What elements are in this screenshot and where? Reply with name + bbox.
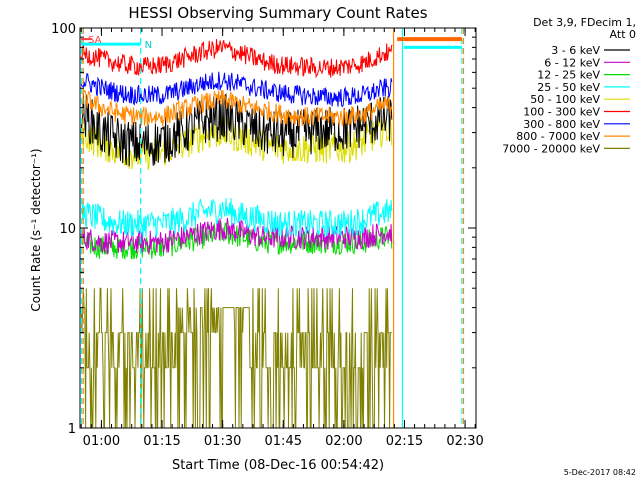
legend-label-3: 12 - 25 keV [537, 69, 600, 82]
series-line-3 [80, 221, 393, 260]
legend-label-9: 7000 - 20000 keV [502, 142, 600, 155]
series-line-6 [80, 39, 393, 79]
series-line-1 [80, 92, 393, 167]
legend-label-2: 6 - 12 keV [544, 56, 600, 69]
legend-label-6: 100 - 300 keV [523, 106, 600, 119]
series-line-9 [80, 287, 392, 428]
annotation-2: SA [88, 35, 102, 46]
series-line-4 [80, 197, 393, 238]
y-axis-label: Count Rate (s⁻¹ detector⁻¹) [29, 148, 43, 311]
x-tick-label-4: 01:45 [265, 434, 302, 449]
legend-label-4: 25 - 50 keV [537, 81, 600, 94]
y-tick-label-1: 1 [68, 422, 76, 437]
y-tick-label-2: 10 [59, 222, 76, 237]
chart-title: HESSI Observing Summary Count Rates [128, 4, 427, 22]
legend-label-8: 800 - 7000 keV [516, 130, 600, 143]
series-line-8 [80, 89, 393, 128]
legend-header-2: Att 0 [610, 28, 636, 41]
x-tick-label-3: 01:30 [204, 434, 241, 449]
x-tick-label-5: 02:00 [325, 434, 362, 449]
x-tick-label-2: 01:15 [143, 434, 180, 449]
legend-label-5: 50 - 100 keV [530, 93, 600, 106]
x-tick-label-6: 02:15 [386, 434, 423, 449]
legend-label-7: 300 - 800 keV [523, 118, 600, 131]
timestamp: 5-Dec-2017 08:42 [564, 468, 636, 477]
series-line-7 [80, 71, 393, 108]
x-axis-label: Start Time (08-Dec-16 00:54:42) [172, 458, 384, 473]
legend-header-1: Det 3,9, FDecim 1, [533, 16, 636, 29]
x-tick-label-1: 01:00 [83, 434, 120, 449]
annotation-1: N [145, 40, 152, 51]
x-tick-label-7: 02:30 [446, 434, 483, 449]
y-tick-label-3: 100 [51, 22, 76, 37]
series-line-5 [80, 114, 393, 171]
legend-label-1: 3 - 6 keV [551, 44, 600, 57]
